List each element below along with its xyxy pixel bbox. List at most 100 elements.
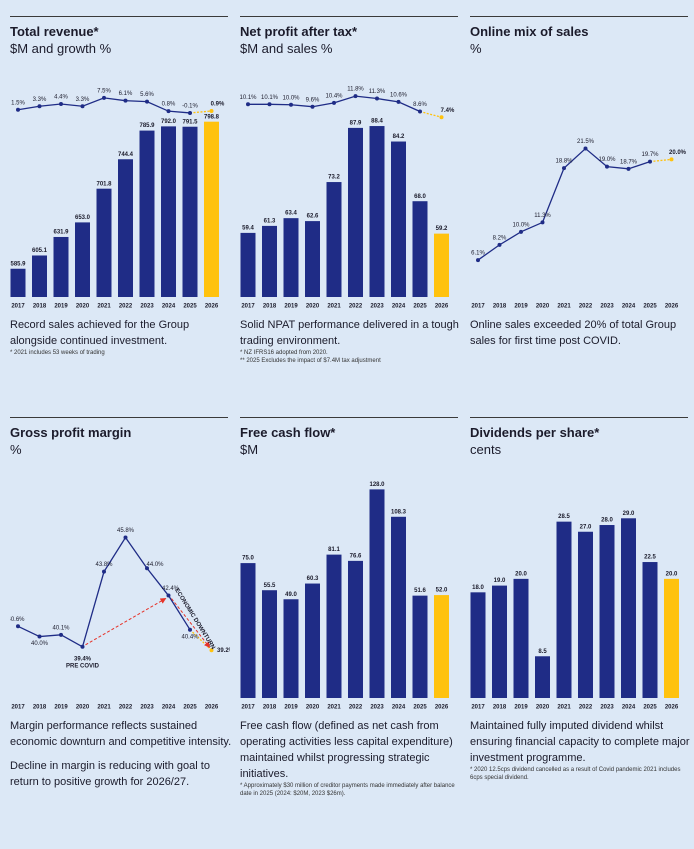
line-point: [562, 166, 566, 171]
bar-label: 18.0: [472, 585, 484, 591]
line-point: [375, 96, 379, 101]
line-point: [102, 95, 106, 100]
line-point: [310, 104, 315, 109]
bar-label: 19.0: [494, 578, 506, 584]
point-label: 0.8%: [162, 102, 176, 108]
bar-label: 8.5: [538, 649, 547, 655]
line-point: [476, 258, 480, 263]
x-tick-label: 2026: [435, 705, 449, 711]
x-tick-label: 2025: [643, 304, 657, 310]
bar: [470, 592, 486, 698]
bar-label: 28.5: [558, 514, 570, 520]
panel-subtitle: $M: [240, 442, 259, 457]
bar-label: 791.5: [182, 119, 198, 125]
line-point: [497, 242, 502, 247]
x-tick-label: 2024: [392, 304, 406, 310]
panel: Online mix of sales% 2017 2018 2019 2020 2021…: [470, 16, 688, 349]
point-label: 1.5%: [11, 100, 25, 106]
description: Solid NPAT performance delivered in a to…: [240, 319, 459, 347]
bar-label: 76.6: [350, 553, 362, 559]
description: Online sales exceeded 20% of total Group…: [470, 319, 677, 347]
x-tick-label: 2018: [263, 705, 277, 711]
x-tick-label: 2024: [162, 304, 176, 310]
point-label: 5.6%: [140, 92, 154, 98]
bar-label: 653.0: [75, 215, 91, 221]
panel-title: Net profit after tax*: [240, 24, 358, 39]
bar-label: 51.6: [414, 588, 426, 594]
x-tick-label: 2024: [622, 304, 636, 310]
point-label: 8.2%: [493, 235, 507, 241]
point-label: 4.4%: [54, 95, 68, 101]
line-point: [246, 102, 250, 107]
x-tick-label: 2019: [514, 304, 528, 310]
point-label: -0.1%: [182, 104, 198, 110]
panel-subtitle: cents: [470, 442, 502, 457]
line-point: [209, 108, 214, 113]
point-label: 44.0%: [146, 562, 164, 568]
point-label: 10.0%: [512, 222, 530, 228]
x-tick-label: 2019: [284, 304, 298, 310]
annotation-arrow: [171, 598, 211, 648]
point-label: 19.7%: [641, 152, 659, 158]
bar: [412, 595, 428, 698]
x-tick-label: 2019: [284, 705, 298, 711]
point-label: 7.4%: [441, 108, 455, 114]
bar-label: 59.2: [436, 226, 448, 232]
footnote: * NZ IFRS16 adopted from 2020.: [240, 350, 328, 356]
line-point: [267, 102, 272, 107]
point-label: 20.0%: [669, 150, 687, 156]
bar-label: 128.0: [369, 482, 385, 488]
point-label: 7.5%: [97, 88, 111, 94]
x-tick-label: 2017: [471, 705, 485, 711]
panel-title: Free cash flow*: [240, 425, 336, 440]
panel-subtitle: $M and sales %: [240, 41, 333, 56]
description: Maintained fully imputed dividend whilst…: [470, 720, 690, 764]
bar: [391, 141, 406, 297]
x-tick-label: 2022: [119, 705, 133, 711]
bar: [434, 233, 449, 297]
x-tick-label: 2026: [665, 304, 679, 310]
line-point: [102, 569, 106, 574]
x-tick-label: 2025: [413, 705, 427, 711]
bar: [556, 521, 572, 698]
description: Record sales achieved for the Group alon…: [10, 319, 190, 347]
bar-label: 631.9: [53, 230, 69, 236]
line-point: [396, 99, 401, 104]
x-tick-label: 2018: [493, 705, 507, 711]
footnote: ** 2025 Excludes the impact of $7.4M tax…: [240, 358, 381, 364]
x-tick-label: 2023: [600, 705, 614, 711]
x-tick-label: 2026: [205, 304, 219, 310]
bar: [75, 222, 90, 297]
bar: [262, 590, 277, 698]
x-tick-label: 2022: [579, 705, 593, 711]
footnote: * 2020 12.5cps dividend cancelled as a r…: [470, 767, 681, 781]
line-point: [80, 644, 85, 649]
annotation: ECONOMIC DOWNTURN: [173, 588, 215, 651]
bar-label: 59.4: [242, 225, 254, 231]
x-tick-label: 2018: [263, 304, 277, 310]
panel-title: Dividends per share*: [470, 425, 600, 440]
point-label: 0.9%: [211, 102, 225, 108]
point-label: 19.0%: [598, 157, 616, 163]
bar-label: 75.0: [242, 556, 254, 562]
point-label: 42.4%: [162, 586, 180, 592]
line-point: [439, 115, 444, 120]
x-tick-label: 2020: [536, 304, 550, 310]
panel: Total revenue* $M and growth % 2017 2018 201…: [10, 16, 228, 357]
line-point: [583, 146, 588, 151]
bar-label: 88.4: [371, 119, 383, 125]
annotation-arrow: [85, 598, 167, 646]
footnote: * 2021 includes 53 weeks of trading: [10, 350, 105, 356]
bar: [369, 489, 385, 698]
point-label: 11.3%: [534, 213, 551, 219]
bar-label: 792.0: [161, 119, 177, 125]
x-tick-label: 2024: [622, 705, 636, 711]
bar: [204, 121, 219, 297]
bar-label: 49.0: [285, 592, 297, 598]
point-label: 10.1%: [261, 95, 279, 101]
x-tick-label: 2026: [435, 304, 449, 310]
x-tick-label: 2021: [557, 304, 571, 310]
x-tick-label: 2020: [306, 705, 320, 711]
bar: [492, 585, 507, 698]
bar: [348, 560, 363, 698]
